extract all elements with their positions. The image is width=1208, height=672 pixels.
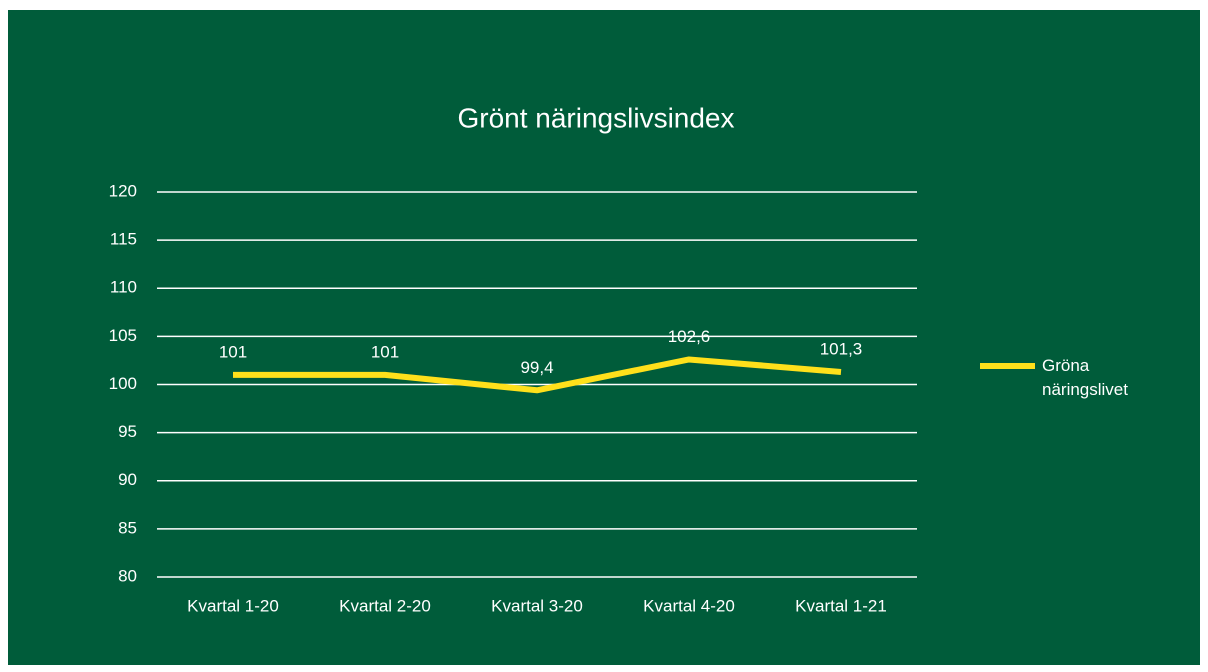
y-tick-label: 110 [110,278,137,297]
legend-label: Gröna näringslivet [1042,356,1128,399]
data-label: 102,6 [668,327,711,346]
y-tick-label: 120 [109,181,137,200]
x-tick-label: Kvartal 2-20 [339,596,431,615]
y-tick-label: 105 [109,326,137,345]
data-label: 101 [219,342,247,361]
data-label: 99,4 [520,358,553,377]
y-tick-label: 100 [109,374,137,393]
chart-title: Grönt näringslivsindex [457,102,734,133]
y-tick-label: 85 [118,518,137,537]
x-tick-label: Kvartal 1-21 [795,596,887,615]
y-tick-label: 90 [118,470,137,489]
y-tick-label: 95 [118,422,137,441]
y-tick-label: 80 [118,566,137,585]
data-line [233,356,842,394]
x-tick-label: Kvartal 3-20 [491,596,583,615]
x-tick-label: Kvartal 4-20 [643,596,735,615]
y-tick-label: 115 [110,230,137,249]
data-label: 101,3 [820,339,863,358]
chart-background [8,10,1200,665]
data-label: 101 [371,342,399,361]
x-tick-label: Kvartal 1-20 [187,596,279,615]
